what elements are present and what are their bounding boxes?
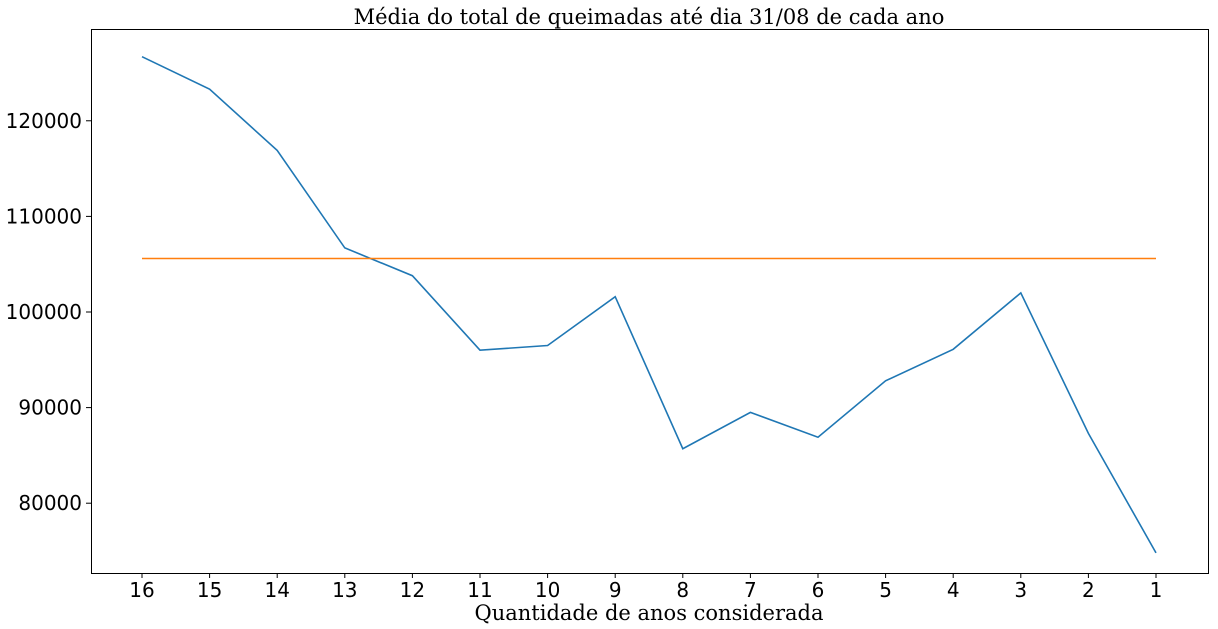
- x-tick-label: 14: [264, 578, 289, 602]
- x-tick-label: 15: [197, 578, 222, 602]
- x-tick-label: 4: [947, 578, 960, 602]
- series-line-1: [141, 55, 1157, 554]
- y-axis: 80000 90000 100000 110000 120000: [6, 109, 91, 515]
- x-tick-label: 16: [129, 578, 154, 602]
- x-tick-label: 13: [332, 578, 357, 602]
- y-tick-label: 110000: [6, 204, 82, 228]
- x-tick-label: 10: [535, 578, 560, 602]
- x-tick-label: 6: [812, 578, 825, 602]
- x-tick-label: 5: [879, 578, 892, 602]
- x-axis: 16 15 14 13 12 11 10 9 8 7 6 5 4 3 2 1: [129, 573, 1162, 602]
- y-tick-label: 80000: [18, 491, 82, 515]
- x-tick-label: 7: [744, 578, 757, 602]
- series-layer: [141, 55, 1157, 554]
- x-axis-label: Quantidade de anos considerada: [475, 601, 824, 625]
- x-tick-label: 8: [676, 578, 689, 602]
- x-tick-label: 11: [467, 578, 492, 602]
- chart-title: Média do total de queimadas até dia 31/0…: [354, 5, 945, 29]
- x-tick-label: 1: [1150, 578, 1163, 602]
- y-tick-label: 120000: [6, 109, 82, 133]
- x-tick-label: 9: [609, 578, 622, 602]
- x-tick-label: 2: [1082, 578, 1095, 602]
- y-tick-label: 100000: [6, 300, 82, 324]
- y-tick-label: 90000: [18, 396, 82, 420]
- x-tick-label: 3: [1014, 578, 1027, 602]
- plot-frame: [91, 29, 1209, 574]
- x-tick-label: 12: [400, 578, 425, 602]
